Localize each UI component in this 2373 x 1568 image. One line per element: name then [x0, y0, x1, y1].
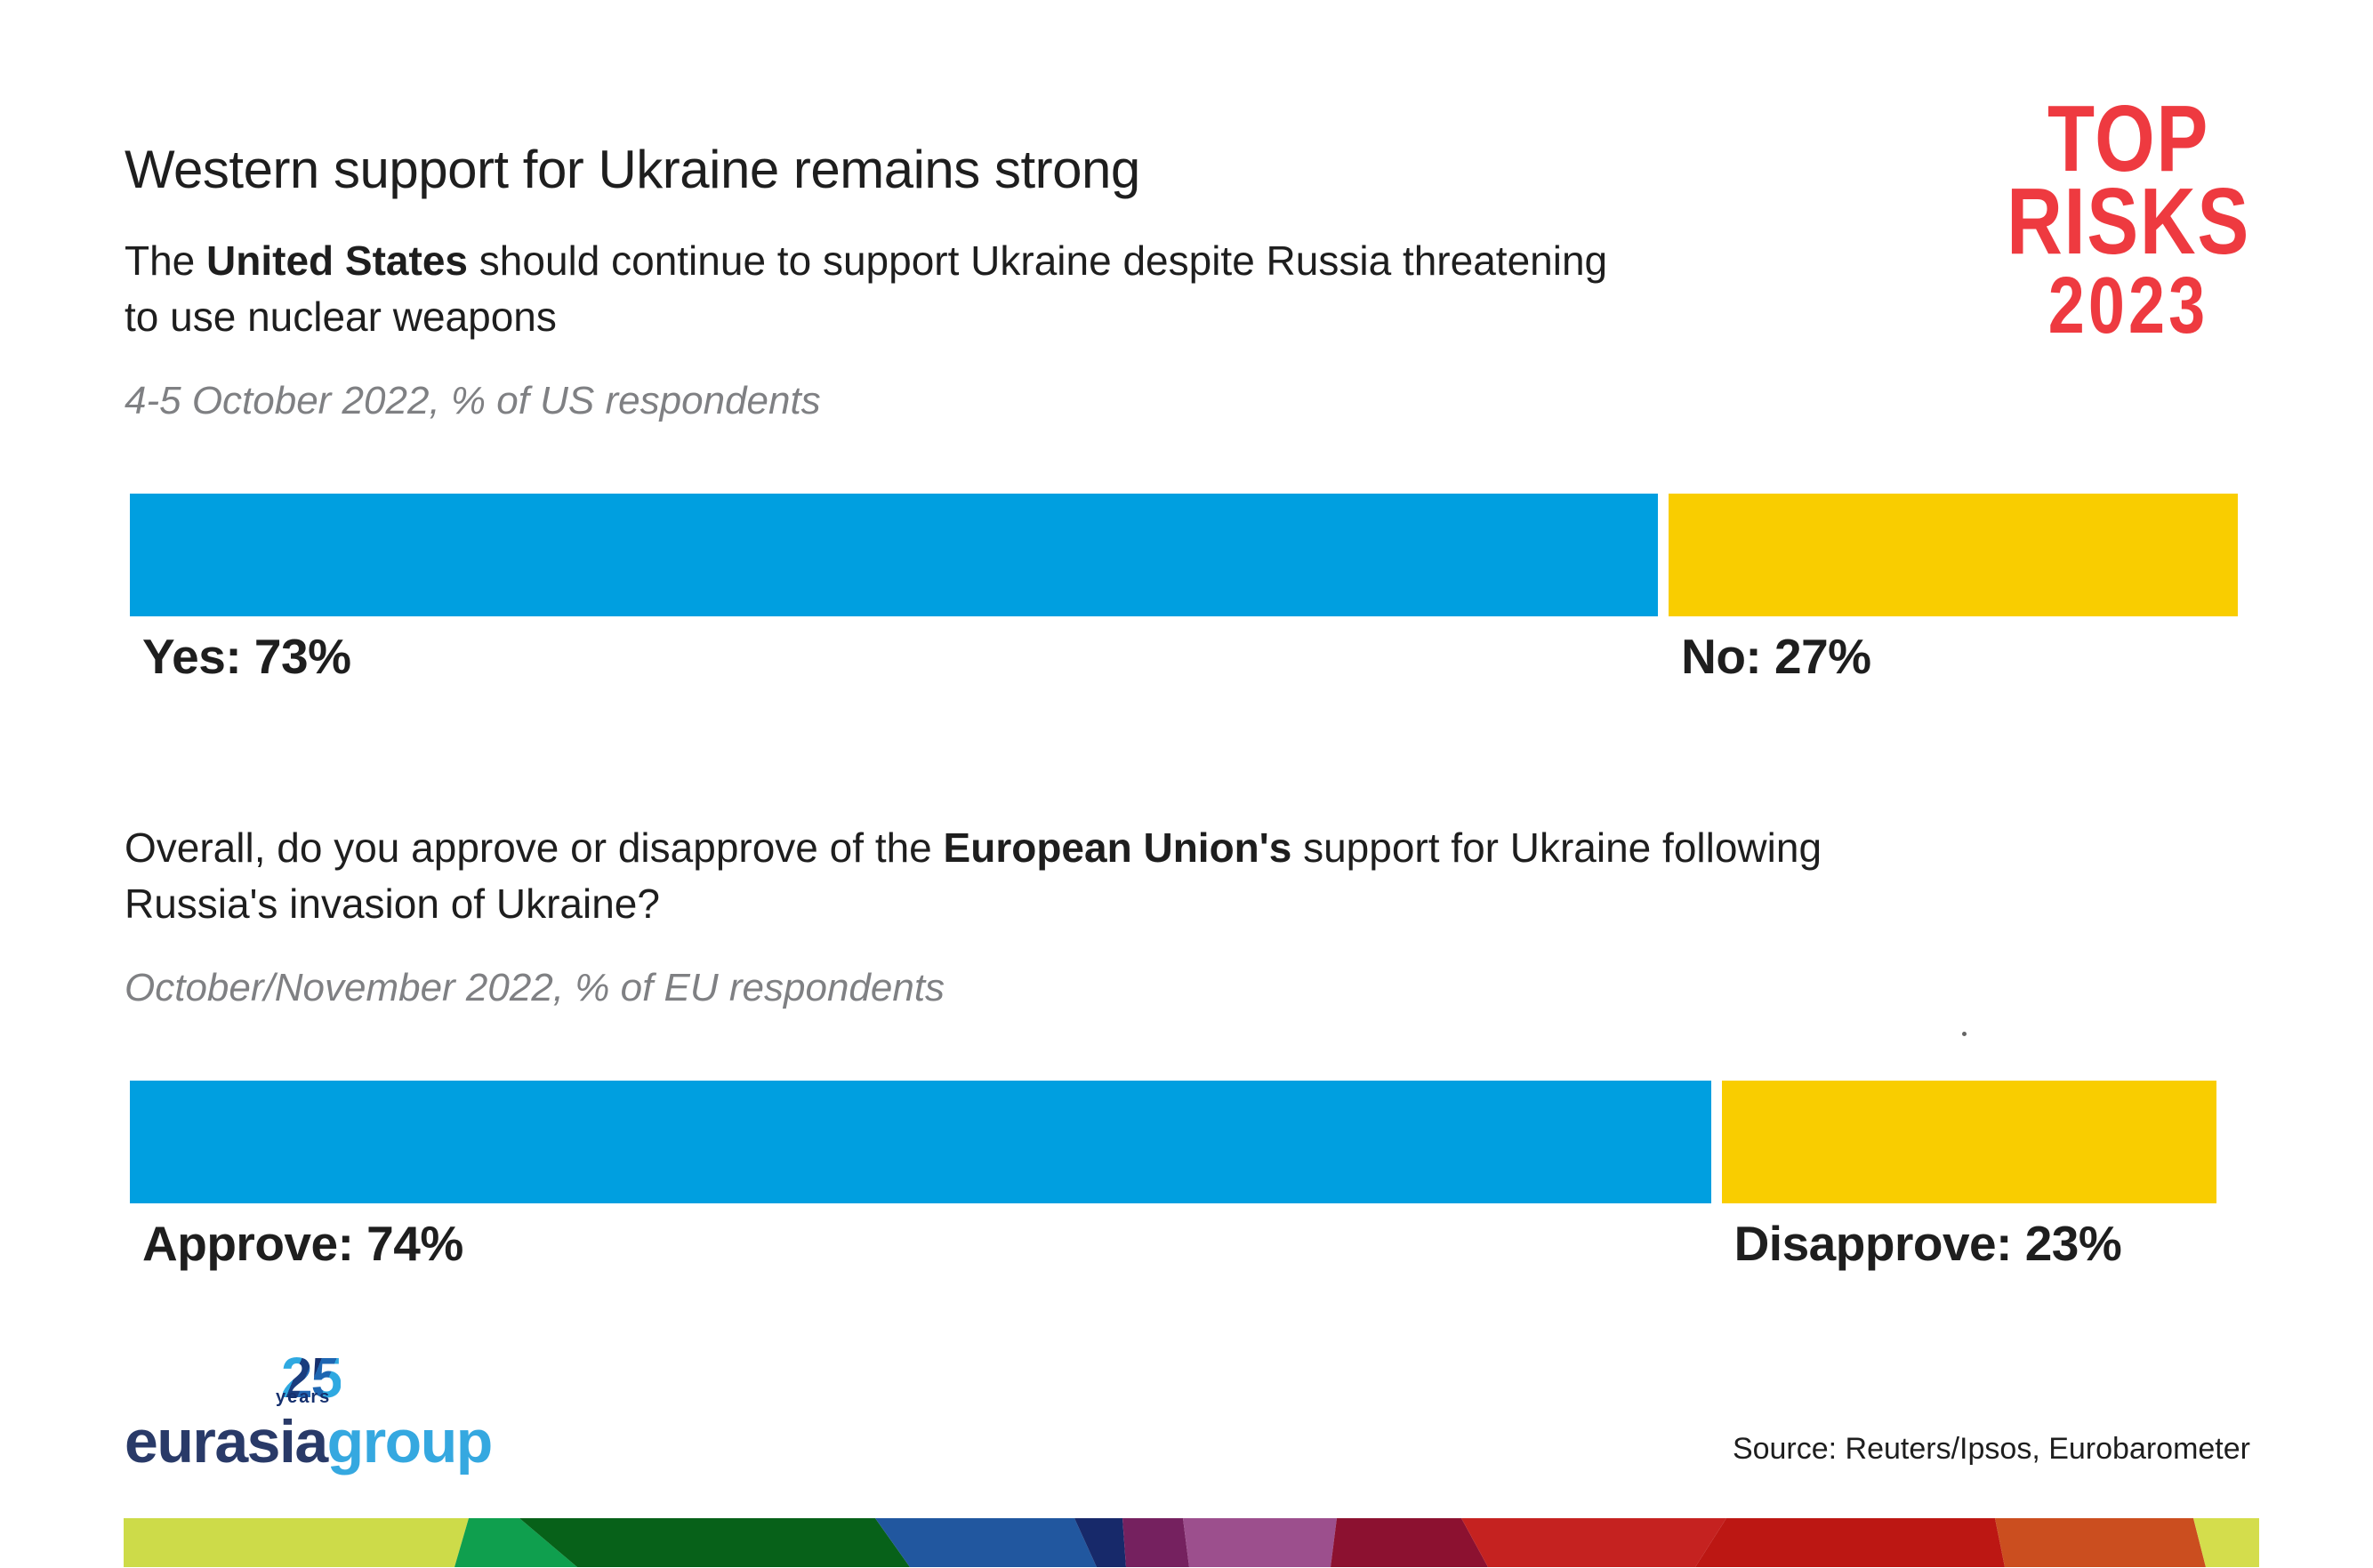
us-poll-bar-row	[130, 494, 2238, 616]
bar-primary	[130, 494, 1659, 616]
source-attribution: Source: Reuters/Ipsos, Eurobarometer	[1732, 1432, 2250, 1466]
eu-poll-labels: Approve: 74% Disapprove: 23%	[130, 1215, 2238, 1277]
bar-label-yes: Yes: 73%	[142, 629, 351, 684]
bar-primary	[130, 1081, 1711, 1203]
us-poll-section: The United States should continue to sup…	[125, 233, 2250, 696]
top-risks-logo-line-year: 2023	[2047, 261, 2209, 350]
eurasia-group-logo: 25 years eurasiagroup	[125, 1345, 543, 1476]
top-risks-logo-line-top: TOP	[2047, 86, 2210, 191]
eu-poll-note: October/November 2022, % of EU responden…	[125, 966, 945, 1009]
eurasia-25-mark: 25	[281, 1345, 343, 1411]
eu-poll-question: Overall, do you approve or disapprove of…	[125, 824, 1822, 928]
eu-poll-section: Overall, do you approve or disapprove of…	[125, 820, 2250, 1283]
us-poll-question: The United States should continue to sup…	[125, 237, 1608, 341]
top-risks-logo-line-risks: RISKS	[2007, 169, 2250, 274]
eurasia-years-label: years	[276, 1387, 332, 1407]
stray-dot	[1962, 1032, 1967, 1036]
footer-stripe-svg	[124, 1518, 2259, 1567]
top-risks-2023-logo: TOP RISKS 2023	[2007, 86, 2250, 350]
eurasia-wordmark: eurasiagroup	[125, 1407, 494, 1476]
us-poll-labels: Yes: 73% No: 27%	[130, 628, 2238, 690]
eu-poll-bar-row	[130, 1081, 2238, 1203]
footer-color-stripe	[0, 1518, 2373, 1567]
bar-secondary	[1669, 494, 2238, 616]
page-title: Western support for Ukraine remains stro…	[125, 140, 1140, 200]
bar-secondary	[1721, 1081, 2216, 1203]
bar-label-no: No: 27%	[1681, 629, 1871, 684]
bar-label-approve: Approve: 74%	[142, 1216, 463, 1271]
us-poll-note: 4-5 October 2022, % of US respondents	[125, 379, 821, 422]
eurasia-wordmark-group: group	[326, 1408, 494, 1476]
bar-label-disapprove: Disapprove: 23%	[1733, 1216, 2122, 1271]
eurasia-25-digit-5: 5	[310, 1346, 343, 1410]
eurasia-25-digit-2: 2	[281, 1346, 313, 1410]
eurasia-wordmark-eurasia: eurasia	[125, 1408, 328, 1476]
